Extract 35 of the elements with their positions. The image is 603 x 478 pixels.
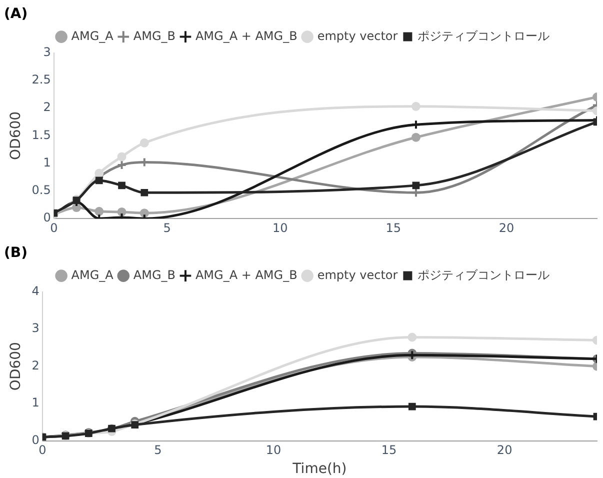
- y-tick-label: 4: [32, 284, 40, 298]
- y-tick-label: 2.5: [32, 72, 51, 87]
- y-axis-title: OD600: [8, 342, 24, 391]
- y-tick-label: 2: [43, 100, 51, 114]
- x-tick-label: 20: [496, 443, 512, 458]
- x-tick-label: 15: [381, 443, 397, 458]
- legend-label: AMG_A + AMG_B: [195, 268, 298, 282]
- y-tick-label: 1: [43, 155, 51, 170]
- y-tick-label: 2: [32, 358, 40, 372]
- legend-label: AMG_A + AMG_B: [195, 28, 298, 43]
- y-tick-label: 3: [43, 44, 51, 59]
- y-tick-label: 1.5: [32, 128, 51, 142]
- x-tick-label: 20: [498, 220, 514, 235]
- legend-label: AMG_A: [71, 268, 114, 282]
- y-axis-title: OD600: [8, 111, 24, 160]
- y-tick-label: 1: [32, 396, 40, 410]
- legend-label: AMG_B: [133, 28, 176, 43]
- y-tick-label: 0: [32, 432, 40, 447]
- chart-title: (B): [4, 245, 28, 262]
- legend-label: ポジティブコントロール: [418, 268, 550, 282]
- legend-label: ポジティブコントロール: [418, 28, 550, 43]
- y-tick-label: 3: [32, 321, 40, 336]
- chart-title: (A): [4, 6, 28, 22]
- y-tick-label: 0.5: [32, 183, 51, 198]
- legend-label: AMG_B: [133, 268, 176, 282]
- legend-label: empty vector: [317, 28, 398, 43]
- x-tick-label: 10: [266, 443, 282, 458]
- x-tick-label: 10: [272, 220, 288, 235]
- x-tick-label: 15: [386, 220, 401, 235]
- legend-label: empty vector: [317, 268, 398, 282]
- x-tick-label: 5: [154, 443, 162, 458]
- x-tick-label: 5: [163, 220, 171, 235]
- legend-label: AMG_A: [71, 28, 114, 43]
- y-tick-label: 0: [43, 210, 51, 225]
- x-axis-title: Time(h): [292, 461, 347, 478]
